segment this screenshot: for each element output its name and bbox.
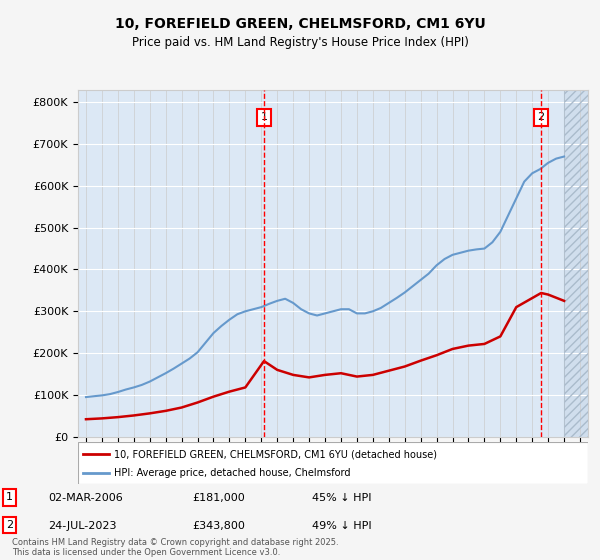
Text: Contains HM Land Registry data © Crown copyright and database right 2025.
This d: Contains HM Land Registry data © Crown c… xyxy=(12,538,338,557)
Text: 1: 1 xyxy=(260,113,268,123)
Text: £343,800: £343,800 xyxy=(192,521,245,531)
Text: £181,000: £181,000 xyxy=(192,493,245,503)
Text: 2: 2 xyxy=(6,520,13,530)
Text: HPI: Average price, detached house, Chelmsford: HPI: Average price, detached house, Chel… xyxy=(114,468,350,478)
Text: 10, FOREFIELD GREEN, CHELMSFORD, CM1 6YU (detached house): 10, FOREFIELD GREEN, CHELMSFORD, CM1 6YU… xyxy=(114,449,437,459)
Text: 1: 1 xyxy=(6,492,13,502)
FancyBboxPatch shape xyxy=(78,442,588,484)
Text: 10, FOREFIELD GREEN, CHELMSFORD, CM1 6YU: 10, FOREFIELD GREEN, CHELMSFORD, CM1 6YU xyxy=(115,17,485,31)
Text: 24-JUL-2023: 24-JUL-2023 xyxy=(48,521,116,531)
Text: Price paid vs. HM Land Registry's House Price Index (HPI): Price paid vs. HM Land Registry's House … xyxy=(131,36,469,49)
Bar xyxy=(564,90,588,437)
Text: 45% ↓ HPI: 45% ↓ HPI xyxy=(312,493,371,503)
Text: 2: 2 xyxy=(538,113,545,123)
Text: 02-MAR-2006: 02-MAR-2006 xyxy=(48,493,123,503)
Text: 49% ↓ HPI: 49% ↓ HPI xyxy=(312,521,371,531)
Bar xyxy=(564,90,588,437)
